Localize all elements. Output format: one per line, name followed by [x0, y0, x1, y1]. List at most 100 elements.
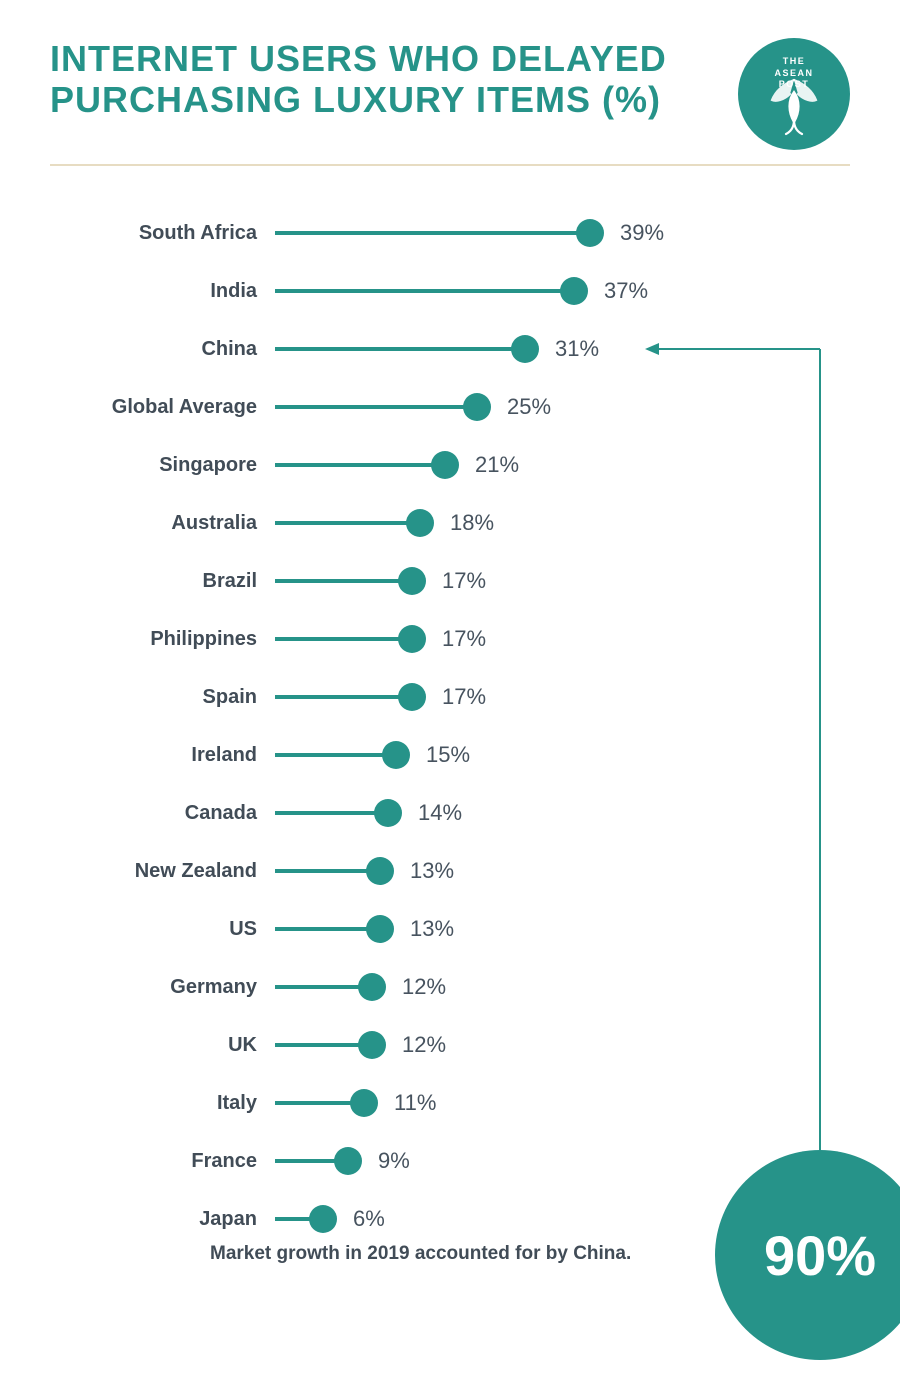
row-value: 18% — [450, 510, 494, 536]
row-value: 39% — [620, 220, 664, 246]
row-track — [275, 347, 525, 351]
row-track — [275, 985, 372, 989]
row-track — [275, 695, 412, 699]
row-track — [275, 231, 590, 235]
chart-row: South Africa 39% — [50, 204, 850, 262]
row-label: Canada — [50, 802, 275, 825]
chart-row: US 13% — [50, 900, 850, 958]
row-label: Philippines — [50, 628, 275, 651]
chart-row: Australia 18% — [50, 494, 850, 552]
row-dot-icon — [431, 451, 459, 479]
row-track — [275, 637, 412, 641]
row-label: Japan — [50, 1208, 275, 1231]
chart-row: Spain 17% — [50, 668, 850, 726]
row-label: US — [50, 918, 275, 941]
chart-row: India 37% — [50, 262, 850, 320]
row-dot-icon — [406, 509, 434, 537]
row-track — [275, 811, 388, 815]
row-value: 12% — [402, 974, 446, 1000]
row-track — [275, 1101, 364, 1105]
row-track — [275, 1217, 323, 1221]
row-dot-icon — [366, 857, 394, 885]
header-divider — [50, 164, 850, 166]
row-label: Australia — [50, 512, 275, 535]
lollipop-chart: South Africa 39% India 37% China 31% Global Av… — [50, 204, 850, 1248]
chart-row: UK 12% — [50, 1016, 850, 1074]
row-label: New Zealand — [50, 860, 275, 883]
chart-row: Ireland 15% — [50, 726, 850, 784]
row-track — [275, 463, 445, 467]
row-value: 31% — [555, 336, 599, 362]
row-dot-icon — [576, 219, 604, 247]
row-dot-icon — [334, 1147, 362, 1175]
row-dot-icon — [358, 1031, 386, 1059]
infographic-container: INTERNET USERS WHO DELAYED PURCHASING LU… — [0, 0, 900, 1381]
row-dot-icon — [463, 393, 491, 421]
row-label: France — [50, 1150, 275, 1173]
row-dot-icon — [398, 683, 426, 711]
row-value: 6% — [353, 1206, 385, 1232]
chart-row: Philippines 17% — [50, 610, 850, 668]
row-dot-icon — [511, 335, 539, 363]
row-track — [275, 869, 380, 873]
chart-row: Singapore 21% — [50, 436, 850, 494]
row-value: 15% — [426, 742, 470, 768]
footnote-text: Market growth in 2019 accounted for by C… — [210, 1243, 631, 1265]
row-value: 13% — [410, 916, 454, 942]
row-label: Brazil — [50, 570, 275, 593]
row-label: China — [50, 338, 275, 361]
row-track — [275, 1043, 372, 1047]
highlight-stat-value: 90% — [764, 1223, 876, 1288]
row-dot-icon — [374, 799, 402, 827]
publisher-logo-badge: THE ASEAN POST — [738, 38, 850, 150]
row-track — [275, 579, 412, 583]
callout-connector-vertical — [819, 349, 821, 1150]
row-value: 14% — [418, 800, 462, 826]
row-label: UK — [50, 1034, 275, 1057]
row-track — [275, 521, 420, 525]
row-dot-icon — [309, 1205, 337, 1233]
row-value: 17% — [442, 684, 486, 710]
row-label: South Africa — [50, 222, 275, 245]
chart-row: France 9% — [50, 1132, 850, 1190]
chart-row: Germany 12% — [50, 958, 850, 1016]
row-dot-icon — [350, 1089, 378, 1117]
row-label: Ireland — [50, 744, 275, 767]
row-label: Italy — [50, 1092, 275, 1115]
row-dot-icon — [366, 915, 394, 943]
row-track — [275, 753, 396, 757]
chart-row: Canada 14% — [50, 784, 850, 842]
row-dot-icon — [398, 625, 426, 653]
row-label: Global Average — [50, 396, 275, 419]
row-value: 25% — [507, 394, 551, 420]
row-label: Germany — [50, 976, 275, 999]
row-value: 12% — [402, 1032, 446, 1058]
callout-connector-horizontal — [659, 348, 820, 350]
row-dot-icon — [560, 277, 588, 305]
chart-title: INTERNET USERS WHO DELAYED PURCHASING LU… — [50, 38, 738, 121]
row-dot-icon — [358, 973, 386, 1001]
row-dot-icon — [398, 567, 426, 595]
chart-row: Global Average 25% — [50, 378, 850, 436]
row-value: 17% — [442, 568, 486, 594]
row-label: Spain — [50, 686, 275, 709]
row-track — [275, 405, 477, 409]
row-track — [275, 927, 380, 931]
hummingbird-icon — [754, 62, 834, 142]
row-value: 11% — [394, 1090, 436, 1116]
row-value: 21% — [475, 452, 519, 478]
row-value: 37% — [604, 278, 648, 304]
callout-arrow-icon — [645, 343, 659, 355]
row-value: 9% — [378, 1148, 410, 1174]
row-dot-icon — [382, 741, 410, 769]
row-label: Singapore — [50, 454, 275, 477]
row-label: India — [50, 280, 275, 303]
header: INTERNET USERS WHO DELAYED PURCHASING LU… — [50, 38, 850, 150]
chart-row: New Zealand 13% — [50, 842, 850, 900]
chart-row: Brazil 17% — [50, 552, 850, 610]
row-track — [275, 289, 574, 293]
row-value: 17% — [442, 626, 486, 652]
chart-row: Italy 11% — [50, 1074, 850, 1132]
row-value: 13% — [410, 858, 454, 884]
row-track — [275, 1159, 348, 1163]
